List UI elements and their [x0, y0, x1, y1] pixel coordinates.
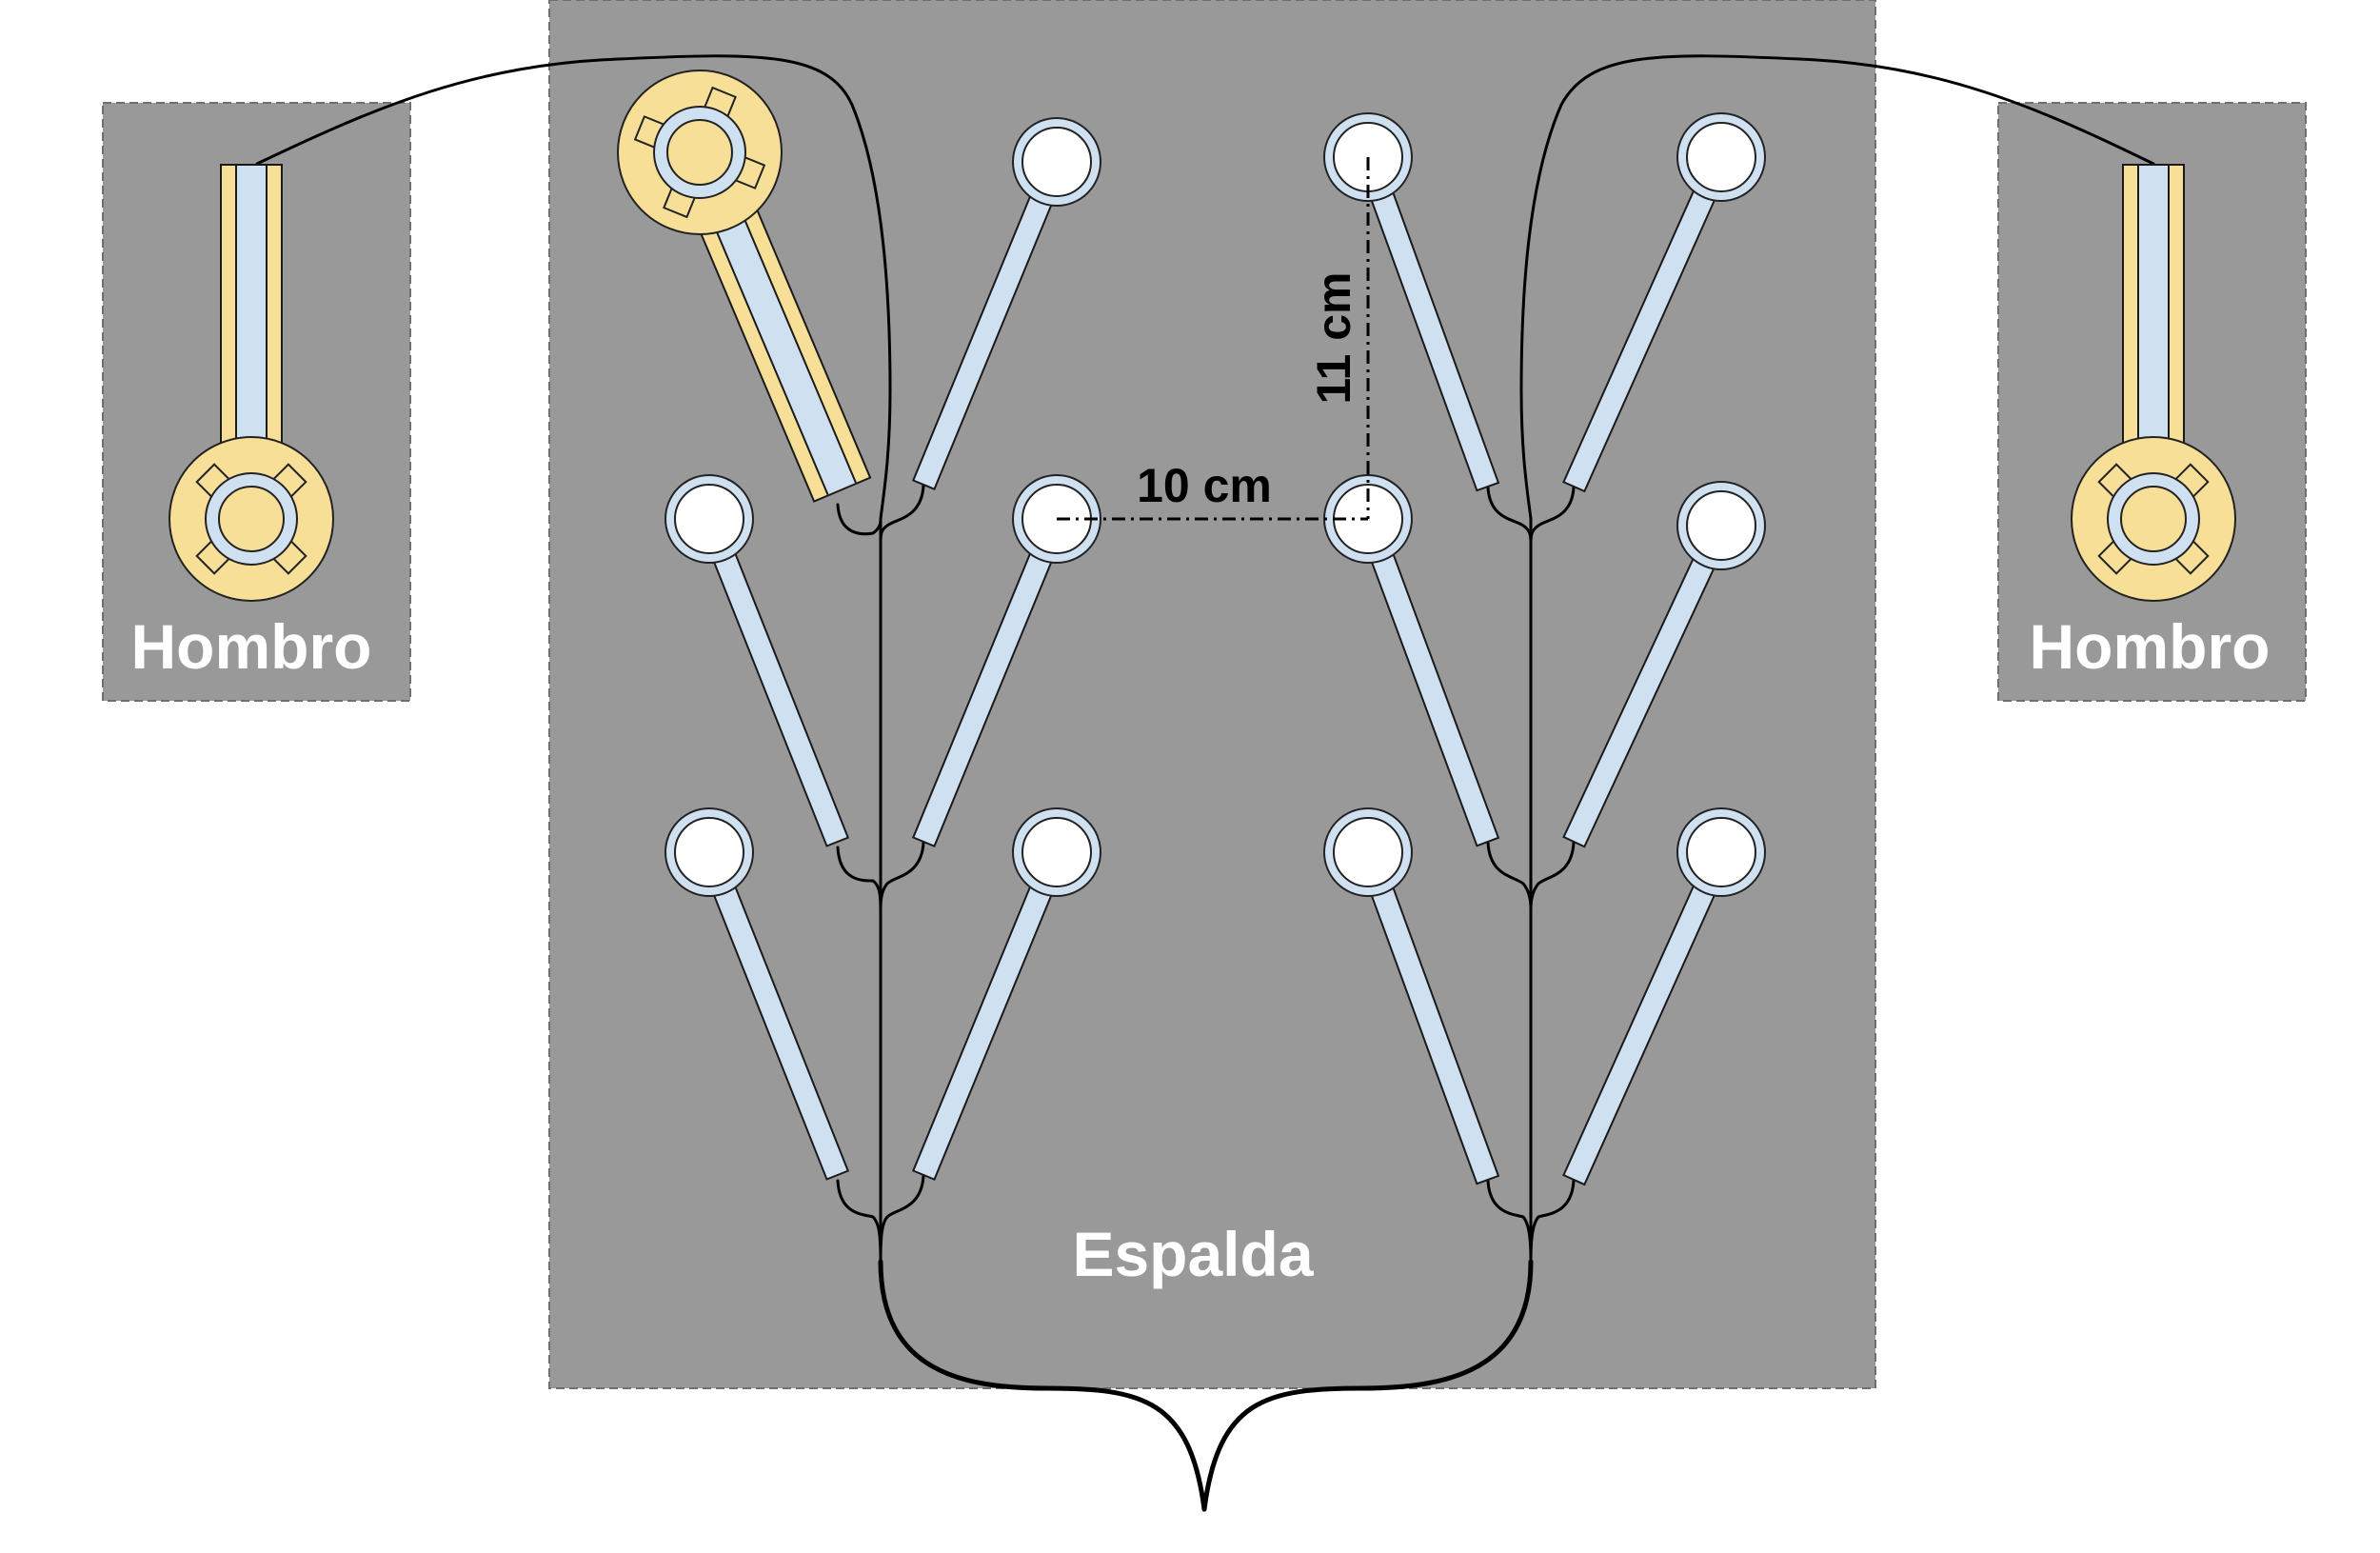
merge-cable: [1201, 1259, 1534, 1512]
vertical-dimension-label: 11 cm: [1307, 271, 1360, 404]
electrode-contact: [1686, 122, 1756, 192]
electrode-contact: [1333, 817, 1403, 887]
right-shoulder-label: Hombro: [2030, 611, 2271, 682]
electrode-lead-fill: [914, 189, 1054, 488]
reference-electrode-right-shoulder: [2071, 164, 2236, 602]
dimension-lines: [1057, 157, 1370, 521]
horizontal-dimension-label: 10 cm: [1137, 459, 1272, 512]
electrode-contact: [1021, 127, 1092, 197]
electrode-lead-fill: [1564, 184, 1717, 490]
merge-cable: [878, 1259, 1207, 1512]
reference-electrodes-group: [169, 70, 2236, 602]
back-label: Espalda: [1072, 1219, 1314, 1289]
left-lead-wire: [255, 54, 892, 521]
reference-electrode-left-shoulder: [169, 164, 334, 602]
electrode-lead-fill: [914, 547, 1054, 846]
right-lead-wire: [1519, 54, 2155, 521]
electrode-lead-fill: [1564, 551, 1716, 846]
electrode-lead-fill: [712, 880, 847, 1179]
electrode-contact: [674, 817, 744, 887]
electrode-contact: [1021, 817, 1092, 887]
electrode-lead-fill: [1564, 879, 1717, 1184]
electrode-contact: [1686, 817, 1756, 887]
electrodes-group: [664, 112, 1766, 1186]
electrode-lead-fill: [712, 547, 847, 846]
reference-electrode-back: [617, 70, 872, 503]
electrode-lead-fill: [1370, 881, 1497, 1183]
electrode-contact: [1686, 490, 1756, 561]
electrode-contact: [674, 484, 744, 554]
electrode-lead-fill: [914, 880, 1054, 1179]
electrode-lead-fill: [1369, 186, 1497, 489]
electrode-lead-fill: [1370, 547, 1497, 845]
wiring: [255, 54, 2155, 1512]
left-shoulder-label: Hombro: [131, 611, 372, 682]
